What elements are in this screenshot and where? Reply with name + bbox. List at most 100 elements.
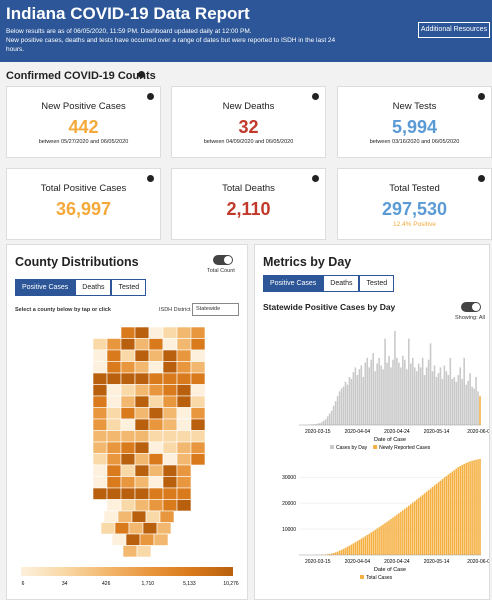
county[interactable] — [148, 407, 164, 420]
county[interactable] — [106, 487, 122, 500]
county[interactable] — [176, 372, 192, 385]
county[interactable] — [134, 476, 150, 489]
county[interactable] — [92, 430, 108, 443]
county[interactable] — [120, 349, 136, 362]
county[interactable] — [120, 395, 136, 408]
county[interactable] — [190, 349, 206, 362]
county[interactable] — [148, 430, 164, 443]
county[interactable] — [156, 522, 172, 535]
county[interactable] — [162, 338, 178, 351]
tab[interactable]: Positive Cases — [15, 279, 76, 296]
county[interactable] — [120, 430, 136, 443]
county[interactable] — [176, 338, 192, 351]
county[interactable] — [134, 430, 150, 443]
county[interactable] — [100, 522, 116, 535]
county[interactable] — [92, 476, 108, 489]
county[interactable] — [106, 395, 122, 408]
county[interactable] — [162, 395, 178, 408]
tab[interactable]: Deaths — [323, 275, 360, 292]
county[interactable] — [106, 418, 122, 431]
county[interactable] — [162, 464, 178, 477]
county[interactable] — [134, 349, 150, 362]
county[interactable] — [106, 338, 122, 351]
county[interactable] — [190, 361, 206, 374]
county[interactable] — [153, 533, 169, 546]
info-icon[interactable] — [312, 175, 319, 182]
county[interactable] — [176, 407, 192, 420]
county[interactable] — [176, 326, 192, 339]
county[interactable] — [162, 476, 178, 489]
county[interactable] — [190, 372, 206, 385]
county[interactable] — [134, 464, 150, 477]
county[interactable] — [176, 441, 192, 454]
county[interactable] — [162, 499, 178, 512]
county[interactable] — [139, 533, 155, 546]
county[interactable] — [120, 441, 136, 454]
county[interactable] — [92, 395, 108, 408]
county[interactable] — [148, 441, 164, 454]
county[interactable] — [106, 464, 122, 477]
county[interactable] — [148, 349, 164, 362]
county[interactable] — [176, 487, 192, 500]
county[interactable] — [134, 395, 150, 408]
county[interactable] — [125, 533, 141, 546]
tab[interactable]: Tested — [359, 275, 395, 292]
resources-button[interactable]: Additional Resources — [418, 22, 490, 38]
county[interactable] — [134, 441, 150, 454]
county[interactable] — [134, 384, 150, 397]
county[interactable] — [92, 407, 108, 420]
county[interactable] — [148, 361, 164, 374]
county[interactable] — [106, 499, 122, 512]
county[interactable] — [190, 441, 206, 454]
county[interactable] — [134, 499, 150, 512]
county[interactable] — [148, 395, 164, 408]
county[interactable] — [106, 430, 122, 443]
county[interactable] — [148, 338, 164, 351]
county[interactable] — [136, 545, 152, 558]
county[interactable] — [190, 395, 206, 408]
county[interactable] — [176, 418, 192, 431]
county[interactable] — [120, 499, 136, 512]
county[interactable] — [134, 418, 150, 431]
county[interactable] — [176, 361, 192, 374]
county[interactable] — [92, 418, 108, 431]
county[interactable] — [162, 326, 178, 339]
county[interactable] — [162, 384, 178, 397]
info-icon[interactable] — [147, 93, 154, 100]
county[interactable] — [106, 476, 122, 489]
tab[interactable]: Tested — [111, 279, 147, 296]
county[interactable] — [106, 453, 122, 466]
county[interactable] — [131, 510, 147, 523]
county[interactable] — [190, 418, 206, 431]
tab[interactable]: Positive Cases — [263, 275, 324, 292]
county[interactable] — [106, 372, 122, 385]
county[interactable] — [134, 372, 150, 385]
county[interactable] — [134, 487, 150, 500]
info-icon[interactable] — [147, 175, 154, 182]
county[interactable] — [162, 361, 178, 374]
county[interactable] — [190, 384, 206, 397]
county[interactable] — [190, 338, 206, 351]
county[interactable] — [148, 384, 164, 397]
county[interactable] — [92, 441, 108, 454]
toggle[interactable] — [213, 255, 233, 265]
county[interactable] — [120, 407, 136, 420]
info-icon[interactable] — [478, 93, 485, 100]
county[interactable] — [176, 476, 192, 489]
county[interactable] — [134, 326, 150, 339]
county[interactable] — [92, 487, 108, 500]
county[interactable] — [128, 522, 144, 535]
county[interactable] — [106, 407, 122, 420]
county[interactable] — [159, 510, 175, 523]
county[interactable] — [176, 430, 192, 443]
county[interactable] — [120, 453, 136, 466]
county[interactable] — [92, 384, 108, 397]
info-icon[interactable] — [312, 93, 319, 100]
county[interactable] — [92, 338, 108, 351]
county[interactable] — [106, 441, 122, 454]
county[interactable] — [106, 384, 122, 397]
county[interactable] — [148, 476, 164, 489]
county[interactable] — [111, 533, 127, 546]
county[interactable] — [148, 499, 164, 512]
county[interactable] — [103, 510, 119, 523]
